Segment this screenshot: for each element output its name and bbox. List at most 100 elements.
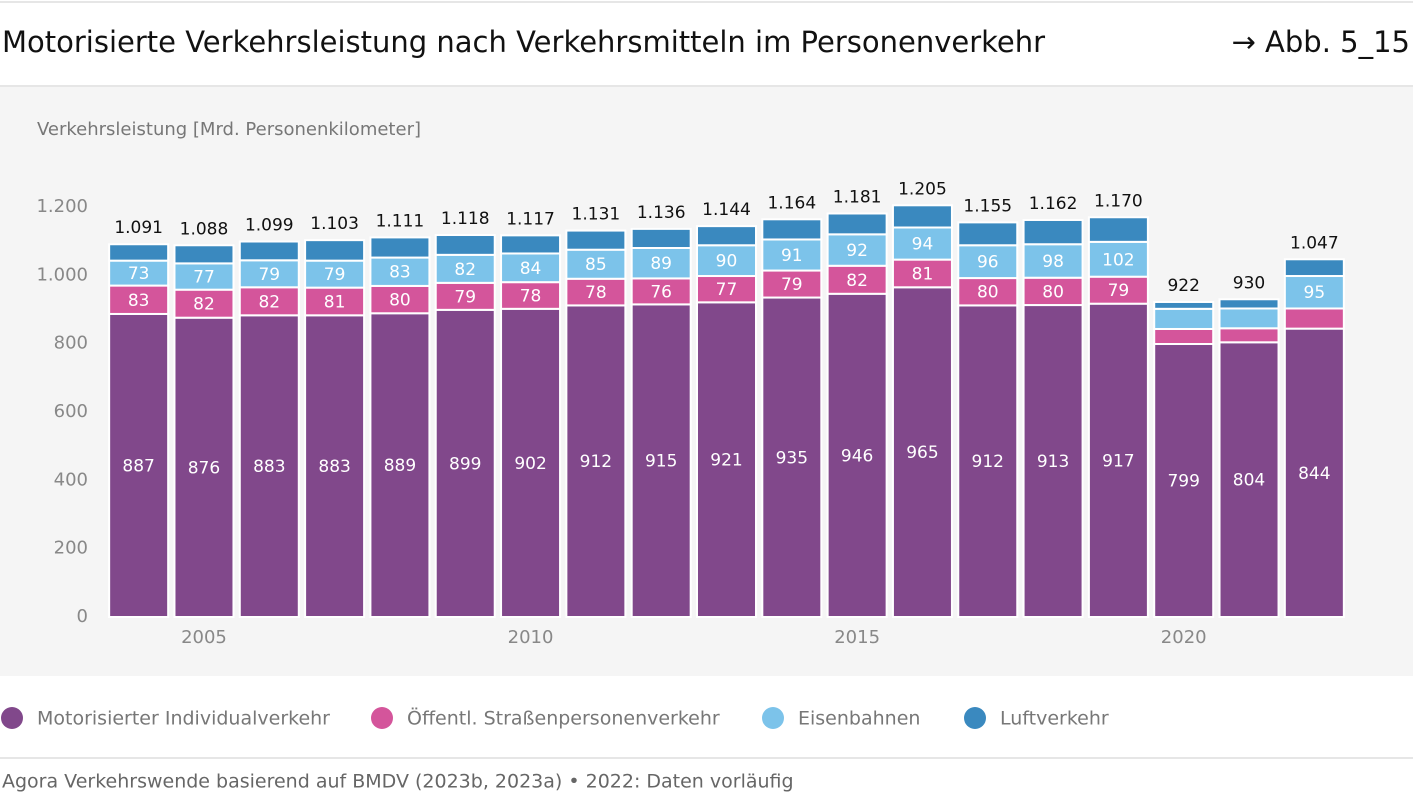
source: Agora Verkehrswende basierend auf BMDV (…	[2, 771, 794, 793]
segment-label: 81	[324, 292, 346, 312]
y-tick-label: 0	[77, 606, 88, 627]
figure-ref: → Abb. 5_15	[1232, 25, 1410, 59]
bar-segment	[761, 218, 823, 241]
bar-segment	[630, 303, 692, 618]
bar-segment	[434, 253, 496, 284]
total-label: 1.088	[180, 219, 229, 239]
segment-label: 80	[977, 283, 999, 303]
bar-segment	[238, 259, 300, 289]
segment-label: 81	[912, 264, 934, 284]
segment-label: 78	[520, 286, 542, 306]
bar-segment	[369, 236, 431, 259]
segment-label: 876	[188, 458, 220, 478]
bar-segment	[826, 212, 888, 236]
segment-label: 913	[1037, 452, 1069, 472]
x-tick-label: 2010	[508, 627, 554, 648]
legend-label: Motorisierter Individualverkehr	[37, 708, 330, 730]
total-label: 930	[1233, 273, 1265, 293]
bar-segment	[369, 256, 431, 287]
bar-segment	[108, 284, 170, 315]
bar-segment	[761, 296, 823, 618]
bar-segment	[369, 284, 431, 315]
segment-label: 79	[781, 275, 803, 295]
bar-segment	[304, 314, 366, 618]
legend-marker	[1, 707, 23, 729]
total-label: 1.155	[963, 196, 1012, 216]
bar-segment	[108, 312, 170, 618]
segment-label: 90	[716, 252, 738, 272]
segment-label: 844	[1298, 464, 1330, 484]
segment-label: 79	[1108, 281, 1130, 301]
segment-label: 80	[389, 291, 411, 311]
segment-label: 804	[1233, 471, 1265, 491]
segment-label: 76	[650, 282, 672, 302]
segment-label: 80	[1042, 282, 1064, 302]
bar-segment	[434, 234, 496, 256]
total-label: 1.162	[1029, 194, 1078, 214]
total-label: 1.131	[572, 205, 621, 225]
bar-segment	[434, 308, 496, 618]
total-label: 1.117	[506, 209, 555, 229]
segment-label: 82	[454, 260, 476, 280]
bar-segment	[826, 233, 888, 267]
bar-segment	[891, 204, 953, 229]
segment-label: 921	[710, 451, 742, 471]
bar-segment	[826, 292, 888, 618]
y-tick-label: 200	[54, 538, 88, 559]
legend-label: Öffentl. Straßenpersonenverkehr	[407, 707, 720, 730]
bar-segment	[1087, 275, 1149, 305]
legend-label: Luftverkehr	[1000, 708, 1109, 730]
bar-segment	[1153, 327, 1215, 346]
y-tick-label: 400	[54, 469, 88, 490]
bar-segment	[434, 281, 496, 311]
total-label: 1.099	[245, 216, 294, 236]
chart-title: Motorisierte Verkehrsleistung nach Verke…	[2, 25, 1045, 59]
bar-segment	[1153, 300, 1215, 310]
total-label: 1.205	[898, 179, 947, 199]
bar-segment	[500, 307, 562, 618]
bar-segment	[238, 314, 300, 618]
bar-segment	[1087, 240, 1149, 278]
segment-label: 82	[258, 292, 280, 312]
segment-label: 89	[650, 254, 672, 274]
segment-label: 94	[912, 235, 934, 255]
y-tick-label: 800	[54, 333, 88, 354]
bar-segment	[1218, 327, 1280, 344]
segment-label: 883	[318, 457, 350, 477]
segment-label: 912	[580, 452, 612, 472]
y-tick-label: 1.000	[36, 264, 88, 285]
total-label: 1.164	[767, 193, 816, 213]
bar-segment	[500, 234, 562, 255]
y-tick-label: 1.200	[36, 196, 88, 217]
total-label: 1.103	[310, 214, 359, 234]
bar-segment	[826, 264, 888, 295]
segment-label: 883	[253, 457, 285, 477]
bar-segment	[696, 275, 757, 304]
segment-label: 935	[776, 448, 808, 468]
bar-segment	[1218, 307, 1280, 330]
bar-segment	[500, 281, 562, 310]
bar-segment	[108, 243, 170, 262]
total-label: 922	[1167, 276, 1199, 296]
segment-label: 96	[977, 253, 999, 273]
segment-label: 102	[1102, 250, 1134, 270]
segment-label: 965	[906, 443, 938, 463]
total-label: 1.118	[441, 209, 490, 229]
segment-label: 98	[1042, 252, 1064, 272]
bar-segment	[369, 312, 431, 618]
segment-label: 95	[1304, 283, 1326, 303]
segment-label: 79	[258, 265, 280, 285]
segment-label: 79	[454, 287, 476, 307]
bar-segment	[565, 229, 627, 251]
total-label: 1.111	[376, 211, 425, 231]
bar-segment	[565, 304, 627, 618]
total-label: 1.170	[1094, 191, 1143, 211]
bar-segment	[173, 244, 235, 265]
bar-segment	[630, 227, 692, 250]
bar-segment	[1283, 258, 1345, 278]
segment-label: 82	[193, 295, 215, 315]
x-tick-label: 2015	[834, 627, 880, 648]
legend-marker	[371, 707, 393, 729]
total-label: 1.091	[114, 218, 163, 238]
